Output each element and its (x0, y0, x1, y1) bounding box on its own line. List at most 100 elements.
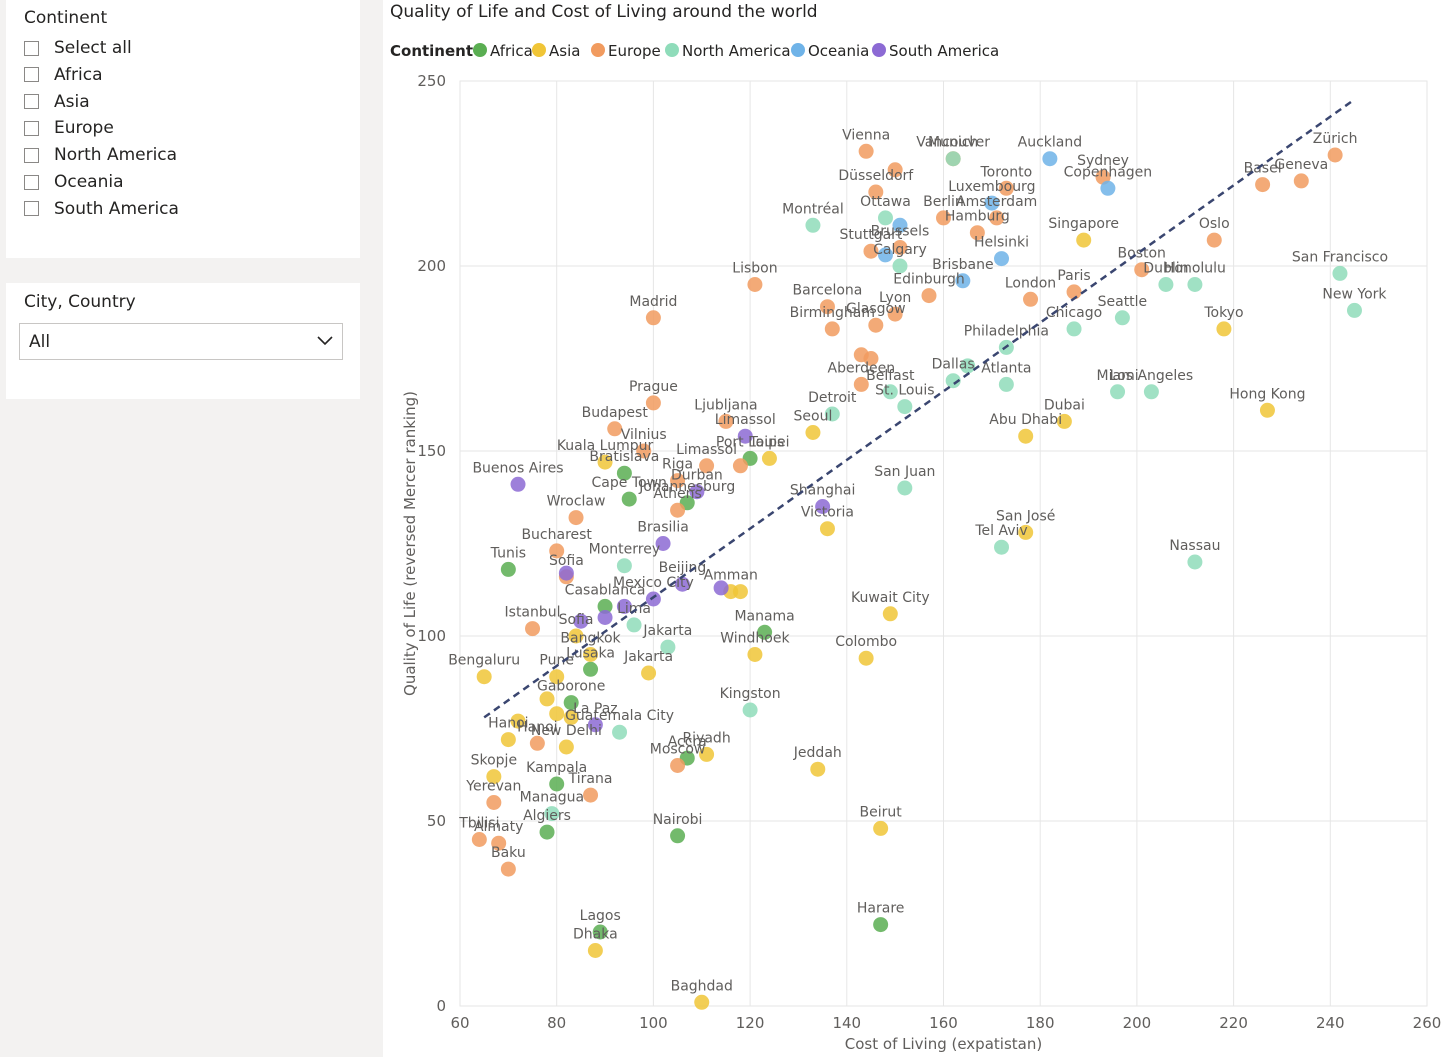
data-label: Ljubljana (694, 397, 757, 413)
y-tick-label: 150 (417, 442, 446, 460)
data-point (1206, 232, 1222, 248)
data-label: Tunis (490, 545, 526, 561)
data-point (670, 473, 686, 489)
data-label: Seoul (794, 409, 833, 425)
x-tick-label: 140 (832, 1014, 861, 1032)
data-label: Auckland (1018, 135, 1082, 151)
checkbox[interactable] (24, 120, 39, 136)
x-tick-label: 240 (1316, 1014, 1345, 1032)
legend-label: Asia (549, 42, 580, 60)
data-point (877, 247, 893, 263)
data-point (597, 454, 613, 470)
data-point (568, 628, 584, 644)
data-label: Colombo (835, 634, 897, 650)
data-point (510, 476, 526, 492)
data-label: Johannesburg (638, 479, 735, 495)
data-point (873, 917, 889, 933)
data-label: Paris (1057, 268, 1090, 284)
data-label: Limassol (676, 442, 737, 458)
data-label: Kingston (720, 686, 781, 702)
data-label: Dubai (1044, 397, 1085, 413)
data-label: Copenhagen (1064, 164, 1153, 180)
data-label: Dallas (932, 357, 975, 373)
data-label: Amman (704, 568, 758, 584)
data-point (863, 243, 879, 259)
data-point (989, 210, 1005, 226)
data-point (583, 787, 599, 803)
data-point (500, 561, 516, 577)
continent-option[interactable]: North America (24, 143, 177, 167)
continent-option[interactable]: Europe (24, 116, 114, 140)
x-tick-label: 200 (1123, 1014, 1152, 1032)
data-point (761, 450, 777, 466)
data-label: San Juan (874, 464, 935, 480)
data-point (1042, 151, 1058, 167)
data-label: Sydney (1077, 153, 1129, 169)
data-label: Tel Aviv (974, 523, 1027, 539)
x-tick-label: 220 (1219, 1014, 1248, 1032)
data-label: Pune (539, 653, 574, 669)
data-label: Bratislava (589, 449, 659, 465)
data-label: Aberdeen (828, 360, 896, 376)
data-label: Taipei (748, 434, 789, 450)
checkbox[interactable] (24, 40, 39, 56)
legend-label: Africa (490, 42, 533, 60)
data-point (718, 413, 734, 429)
data-point (1018, 428, 1034, 444)
legend-marker (872, 43, 886, 57)
data-label: Bangkok (560, 631, 621, 647)
legend-label: North America (682, 42, 791, 60)
legend-marker (473, 43, 487, 57)
data-point (558, 565, 574, 581)
continent-option[interactable]: Asia (24, 90, 90, 114)
checkbox[interactable] (24, 174, 39, 190)
data-point (858, 650, 874, 666)
data-label: Wroclaw (547, 494, 606, 510)
checkbox[interactable] (24, 201, 39, 217)
data-point (877, 210, 893, 226)
data-point (694, 994, 710, 1010)
data-point (824, 406, 840, 422)
data-label: Beijing (659, 560, 707, 576)
continent-option[interactable]: Select all (24, 36, 132, 60)
data-label: Yerevan (465, 779, 521, 795)
continent-option[interactable]: Africa (24, 63, 103, 87)
data-label: Stuttgart (839, 227, 902, 243)
data-label: New York (1322, 286, 1387, 302)
data-point (897, 480, 913, 496)
x-tick-label: 260 (1413, 1014, 1442, 1032)
data-point (529, 735, 545, 751)
data-label: Durban (671, 468, 723, 484)
data-point (984, 195, 1000, 211)
checkbox[interactable] (24, 94, 39, 110)
data-point (486, 795, 502, 810)
data-label: Birmingham (790, 305, 875, 321)
y-tick-label: 0 (436, 997, 446, 1015)
data-label: London (1005, 275, 1056, 291)
data-label: Miami (1097, 368, 1139, 384)
data-label: Buenos Aires (472, 460, 563, 476)
data-label: Algiers (523, 808, 571, 824)
checkbox[interactable] (24, 147, 39, 163)
data-label: Amsterdam (956, 194, 1037, 210)
checkbox[interactable] (24, 67, 39, 83)
data-point (636, 443, 652, 459)
city-dropdown[interactable]: All (19, 323, 343, 360)
data-point (699, 746, 715, 762)
data-point (699, 458, 715, 474)
data-label: Dhaka (573, 927, 618, 943)
data-label: Hamburg (945, 209, 1010, 225)
data-label: Hong Kong (1229, 386, 1305, 402)
data-label: Cape Town (592, 475, 667, 491)
data-point (645, 310, 661, 326)
data-point (563, 709, 579, 725)
data-point (742, 702, 758, 718)
data-label: Riyadh (682, 730, 730, 746)
data-label: Budapest (582, 405, 649, 421)
continent-option[interactable]: South America (24, 197, 179, 221)
continent-option[interactable]: Oceania (24, 170, 124, 194)
data-point (853, 376, 869, 392)
data-point (500, 861, 516, 877)
continent-option-label: Select all (54, 38, 132, 58)
data-label: Riga (662, 457, 693, 473)
